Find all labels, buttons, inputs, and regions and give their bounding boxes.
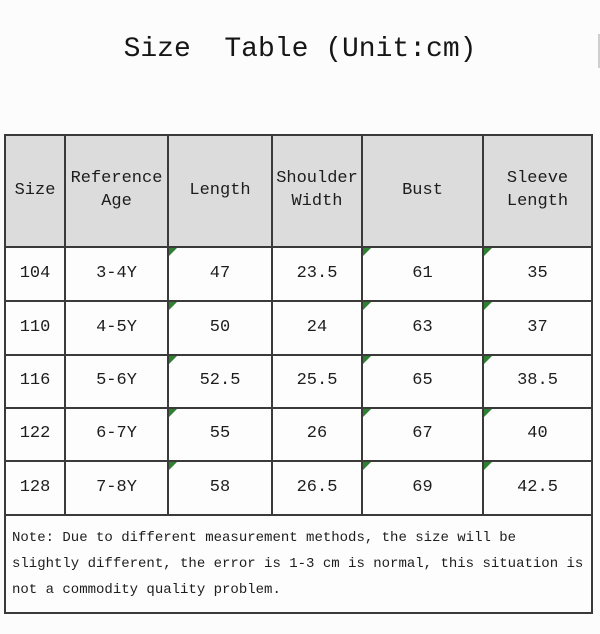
error-marker-icon (484, 462, 492, 470)
table-cell: 24 (273, 302, 363, 356)
error-marker-icon (363, 356, 371, 364)
cell-value: 40 (527, 424, 548, 444)
table-cell: 52.5 (169, 356, 273, 409)
table-cell: 42.5 (484, 462, 591, 516)
error-marker-icon (484, 356, 492, 364)
table-cell: 55 (169, 409, 273, 462)
table-cell: 63 (363, 302, 484, 356)
error-marker-icon (169, 409, 177, 417)
table-cell: 61 (363, 248, 484, 302)
column-header-length: Length (169, 136, 273, 248)
table-cell: 7-8Y (66, 462, 169, 516)
error-marker-icon (363, 248, 371, 256)
column-header-reference-age: Reference Age (66, 136, 169, 248)
table-cell: 65 (363, 356, 484, 409)
error-marker-icon (169, 356, 177, 364)
cell-value: 50 (209, 317, 231, 337)
error-marker-icon (484, 302, 492, 310)
error-marker-icon (169, 462, 177, 470)
size-table: Size Reference Age Length Shoulder Width… (4, 134, 593, 614)
note-text: Note: Due to different measurement metho… (12, 530, 584, 598)
cell-value: 47 (209, 263, 231, 283)
table-cell: 6-7Y (66, 409, 169, 462)
cell-value: 58 (209, 477, 231, 497)
table-cell: 38.5 (484, 356, 591, 409)
error-marker-icon (484, 248, 492, 256)
column-header-bust: Bust (363, 136, 484, 248)
error-marker-icon (169, 302, 177, 310)
table-cell: 110 (6, 302, 66, 356)
table-cell: 104 (6, 248, 66, 302)
table-cell: 50 (169, 302, 273, 356)
table-cell: 37 (484, 302, 591, 356)
table-cell: 116 (6, 356, 66, 409)
table-cell: 5-6Y (66, 356, 169, 409)
table-cell: 3-4Y (66, 248, 169, 302)
cell-value: 55 (209, 424, 231, 444)
cell-value: 67 (412, 424, 433, 444)
cell-value: 38.5 (517, 371, 558, 391)
table-cell: 122 (6, 409, 66, 462)
table-cell: 25.5 (273, 356, 363, 409)
cell-value: 35 (527, 263, 548, 283)
error-marker-icon (363, 462, 371, 470)
table-cell: 67 (363, 409, 484, 462)
cell-value: 61 (412, 263, 433, 283)
table-cell: 26 (273, 409, 363, 462)
error-marker-icon (363, 302, 371, 310)
error-marker-icon (484, 409, 492, 417)
page-title: Size Table (Unit:cm) (123, 34, 477, 65)
cell-value: 42.5 (517, 477, 558, 497)
error-marker-icon (169, 248, 177, 256)
column-header-sleeve-length: Sleeve Length (484, 136, 591, 248)
table-cell: 69 (363, 462, 484, 516)
column-header-shoulder-width: Shoulder Width (273, 136, 363, 248)
table-cell: 40 (484, 409, 591, 462)
cell-value: 69 (412, 477, 433, 497)
cell-value: 37 (527, 317, 548, 337)
error-marker-icon (363, 409, 371, 417)
table-cell: 128 (6, 462, 66, 516)
cell-value: 65 (412, 371, 433, 391)
screen-edge-artifact (598, 34, 600, 68)
table-cell: 58 (169, 462, 273, 516)
table-cell: 26.5 (273, 462, 363, 516)
table-cell: 4-5Y (66, 302, 169, 356)
table-cell: 35 (484, 248, 591, 302)
cell-value: 63 (412, 317, 433, 337)
table-cell: 23.5 (273, 248, 363, 302)
cell-value: 52.5 (199, 371, 241, 391)
table-cell: 47 (169, 248, 273, 302)
column-header-size: Size (6, 136, 66, 248)
